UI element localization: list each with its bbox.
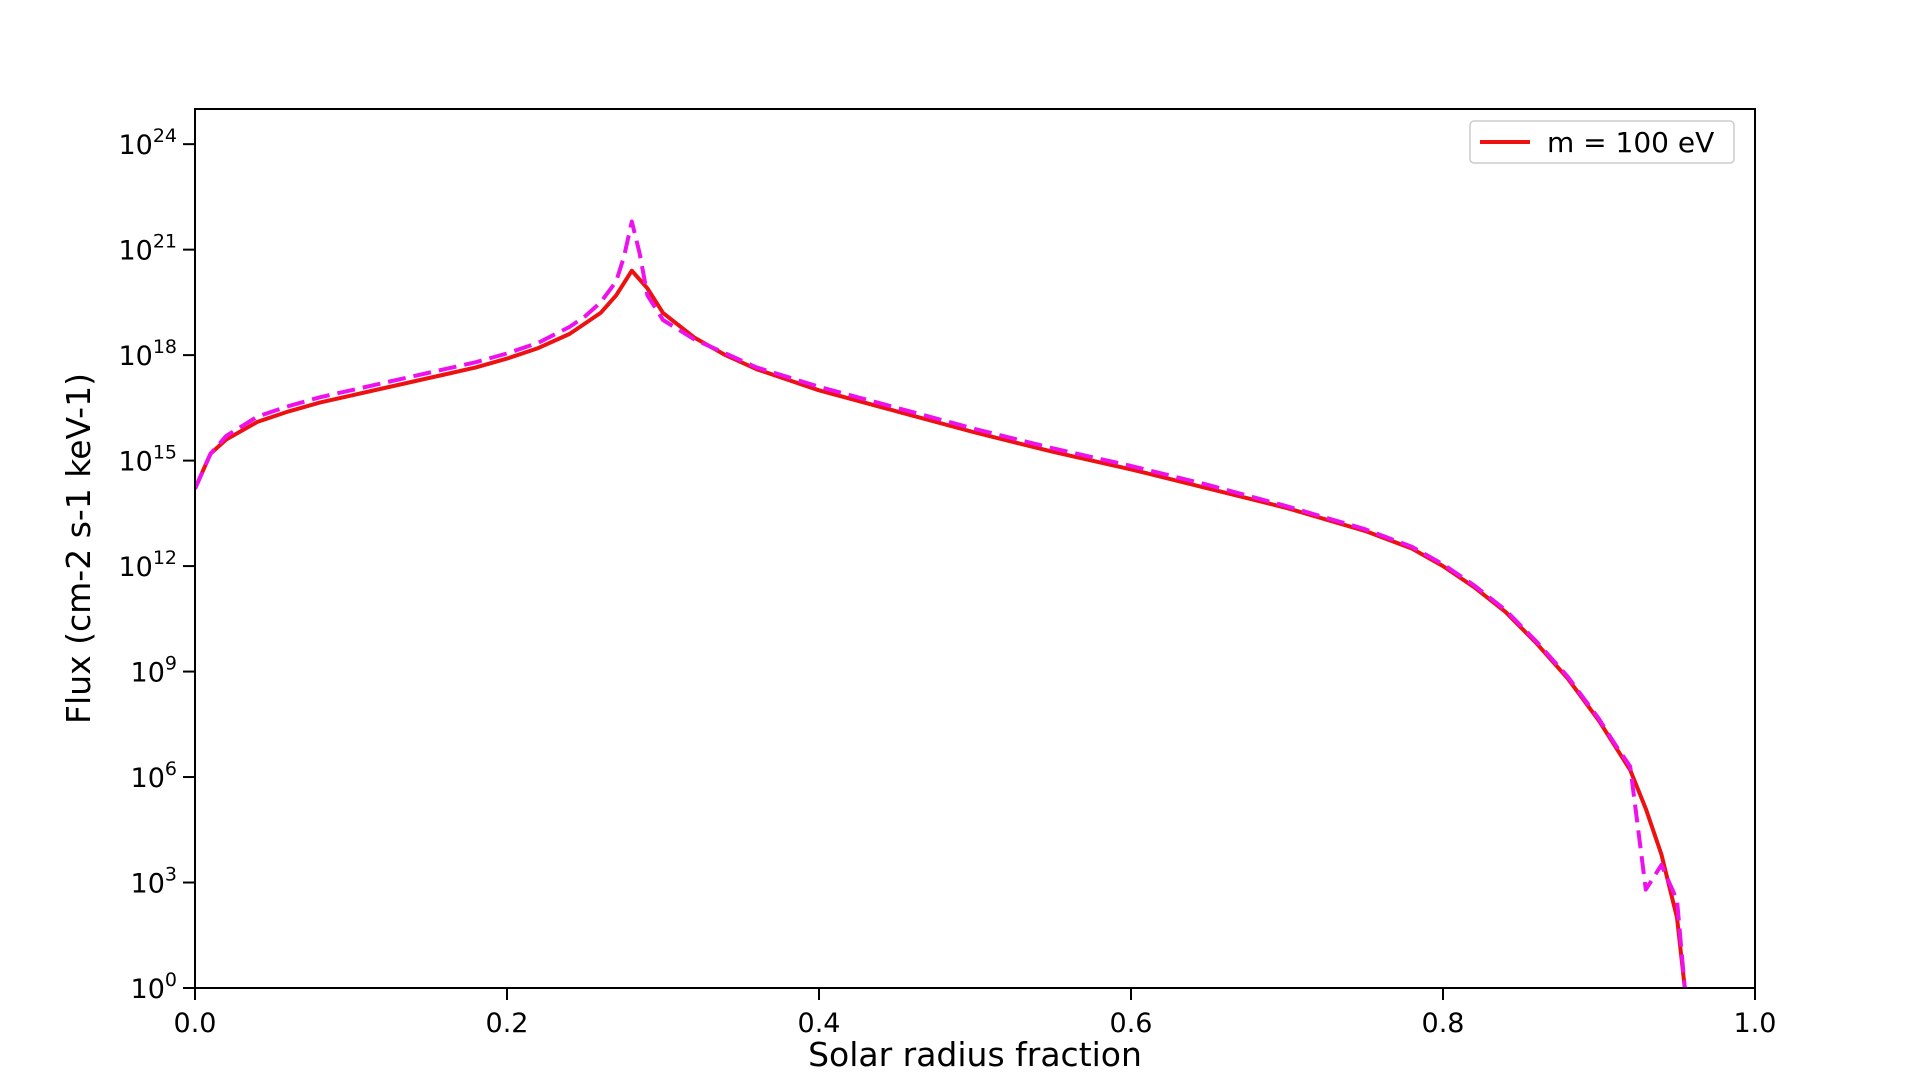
y-tick-exponent: 24 xyxy=(153,125,177,147)
legend: m = 100 eV xyxy=(1469,120,1735,164)
y-tick-label: 1018 xyxy=(118,336,177,372)
y-tick-exponent: 9 xyxy=(165,653,177,675)
y-tick-base: 10 xyxy=(118,236,152,267)
y-tick-base: 10 xyxy=(118,341,152,372)
y-tick-label: 103 xyxy=(131,864,177,900)
plot-area xyxy=(195,219,1687,988)
y-tick-exponent: 6 xyxy=(165,758,177,780)
x-tick-label: 0.8 xyxy=(1422,1008,1465,1039)
y-tick-label: 1015 xyxy=(118,442,177,478)
y-tick-base: 10 xyxy=(131,763,165,794)
x-tick-label: 0.6 xyxy=(1110,1008,1153,1039)
y-tick-label: 106 xyxy=(131,758,177,794)
axes: 0.0 0.2 0.4 0.6 0.8 1.01001031061091012101510… xyxy=(118,108,1777,1039)
x-tick-label: 0.4 xyxy=(798,1008,841,1039)
y-tick-exponent: 18 xyxy=(153,336,177,358)
x-axis-title: Solar radius fraction xyxy=(808,1035,1142,1074)
y-tick-base: 10 xyxy=(131,658,165,689)
y-tick-exponent: 3 xyxy=(165,864,177,886)
y-axis-title: Flux (cm-2 s-1 keV-1) xyxy=(59,373,98,724)
y-tick-exponent: 12 xyxy=(153,547,177,569)
series-line-1 xyxy=(195,219,1687,988)
y-tick-label: 100 xyxy=(131,969,177,1005)
y-tick-exponent: 15 xyxy=(153,442,177,464)
y-tick-base: 10 xyxy=(131,869,165,900)
x-tick-label: 1.0 xyxy=(1734,1008,1777,1039)
y-tick-base: 10 xyxy=(118,552,152,583)
y-tick-base: 10 xyxy=(118,130,152,161)
y-tick-label: 1021 xyxy=(118,231,177,267)
x-tick-label: 0.2 xyxy=(486,1008,529,1039)
y-tick-label: 109 xyxy=(131,653,177,689)
y-tick-exponent: 21 xyxy=(153,231,177,253)
y-tick-label: 1012 xyxy=(118,547,177,583)
legend-box xyxy=(1469,120,1735,164)
y-tick-base: 10 xyxy=(131,974,165,1005)
y-tick-exponent: 0 xyxy=(165,969,177,991)
plot-frame xyxy=(194,108,1756,989)
legend-label: m = 100 eV xyxy=(1547,126,1714,159)
y-tick-label: 1024 xyxy=(118,125,177,161)
y-tick-base: 10 xyxy=(118,447,152,478)
x-tick-label: 0.0 xyxy=(174,1008,217,1039)
series-line-0 xyxy=(195,268,1687,988)
